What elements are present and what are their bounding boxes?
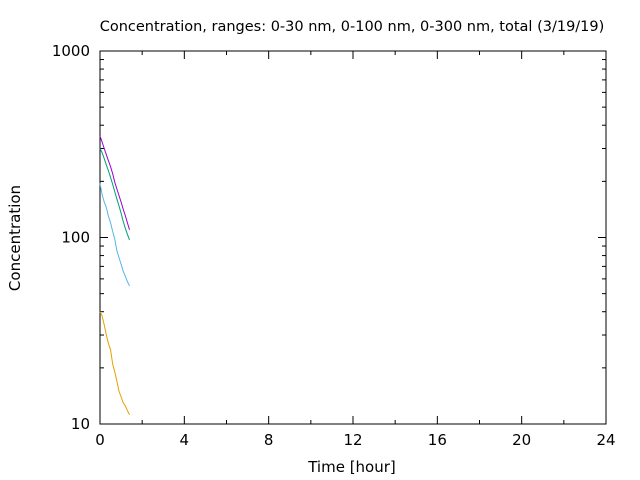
x-axis-label: Time [hour] (307, 458, 396, 476)
plot-frame (99, 50, 607, 425)
y-tick-label: 10 (71, 415, 90, 433)
y-axis-label: Concentration (6, 185, 24, 291)
y-tick-label: 100 (61, 229, 90, 247)
series-layer (99, 135, 130, 416)
x-axis-ticks: 0 4 8 12 16 20 24 (95, 51, 616, 449)
series-line-3 (99, 148, 130, 241)
x-tick-label: 12 (343, 431, 362, 449)
x-tick-label: 16 (428, 431, 447, 449)
x-tick-label: 4 (180, 431, 190, 449)
x-tick-label: 8 (264, 431, 274, 449)
series-line-2 (99, 183, 130, 287)
series-line-1 (99, 311, 130, 416)
x-tick-label: 24 (596, 431, 615, 449)
y-axis-ticks: 10 100 1000 (52, 42, 606, 433)
x-tick-label: 20 (512, 431, 531, 449)
x-tick-label: 0 (95, 431, 105, 449)
chart-title: Concentration, ranges: 0-30 nm, 0-100 nm… (100, 19, 605, 35)
series-line-4 (99, 135, 130, 230)
y-tick-label: 1000 (52, 42, 90, 60)
